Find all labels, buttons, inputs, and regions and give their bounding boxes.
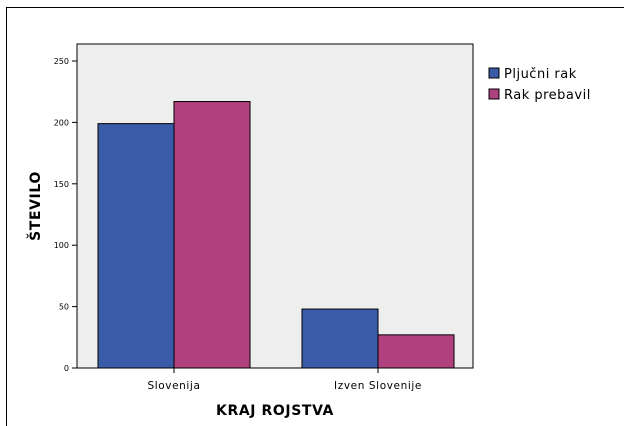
bar-pljucni-rak-izven-slovenije — [301, 308, 379, 369]
legend-label: Pljučni rak — [504, 67, 577, 82]
y-tick-label: 100 — [54, 241, 69, 250]
x-axis: Slovenija Izven Slovenije — [147, 368, 421, 392]
y-tick-label: 250 — [54, 57, 69, 66]
legend-label: Rak prebavil — [504, 88, 591, 103]
x-tick-label: Slovenija — [147, 380, 200, 392]
y-axis: 0 50 100 150 200 250 — [54, 57, 77, 373]
y-axis-title: ŠTEVILO — [26, 171, 44, 241]
legend-swatch — [488, 88, 500, 100]
y-tick-label: 150 — [54, 180, 69, 189]
x-axis-title: KRAJ ROJSTVA — [216, 403, 334, 419]
y-tick-label: 200 — [54, 118, 69, 127]
bar-pljucni-rak-slovenija — [97, 123, 175, 369]
legend: Pljučni rak Rak prebavil — [488, 67, 591, 103]
bars-group — [97, 101, 455, 369]
bar-rak-prebavil-izven-slovenije — [377, 334, 455, 369]
bar-rak-prebavil-slovenija — [173, 101, 251, 369]
y-tick-label: 0 — [64, 364, 69, 373]
y-tick-label: 50 — [59, 303, 69, 312]
legend-swatch — [488, 67, 500, 79]
x-tick-label: Izven Slovenije — [334, 380, 422, 392]
